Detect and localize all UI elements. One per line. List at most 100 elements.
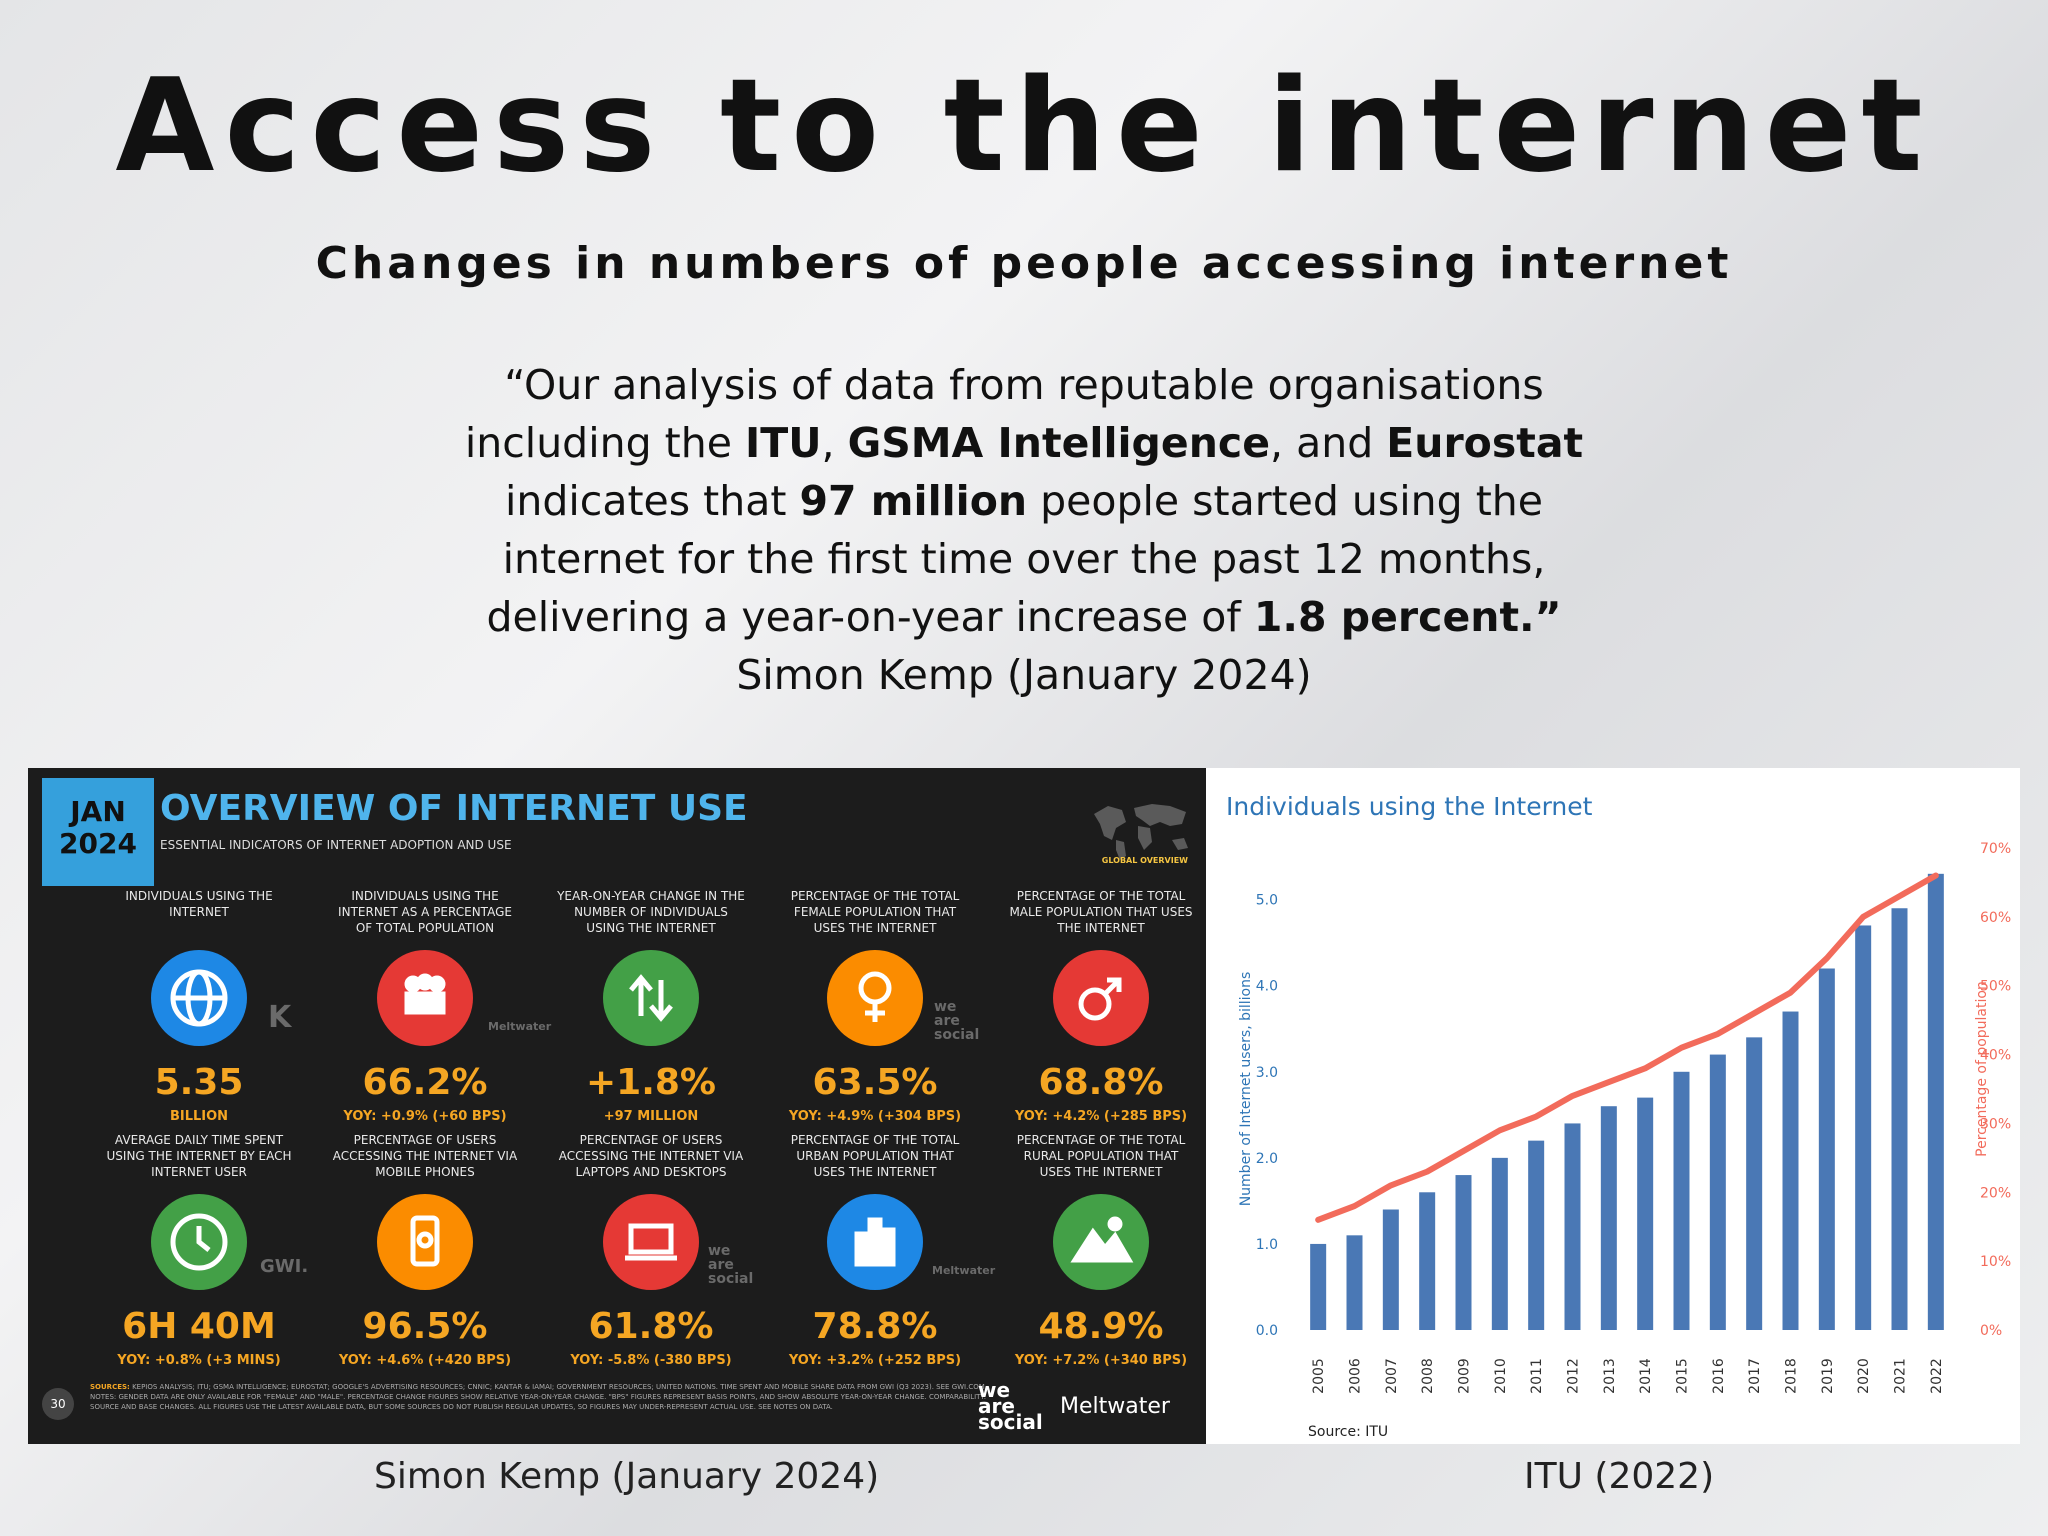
date-month: JAN — [70, 795, 126, 828]
tile-change: YOY: +4.6% (+420 BPS) — [338, 1353, 512, 1368]
tile-value: 6H 40M — [122, 1306, 276, 1347]
gwi-logo: GWI. — [260, 1256, 309, 1277]
wesocial-logo-small: we are social — [934, 999, 980, 1043]
tile-value: 48.9% — [1038, 1306, 1164, 1347]
x-tick-label: 2022 — [1929, 1358, 1945, 1394]
chart-source: Source: ITU — [1308, 1424, 1389, 1440]
date-badge: JAN 2024 — [42, 778, 154, 886]
x-tick-label: 2006 — [1348, 1358, 1364, 1394]
y-tick-label: 3.0 — [1256, 1065, 1278, 1081]
bar — [1746, 1037, 1763, 1330]
y-tick-label: 2.0 — [1256, 1151, 1278, 1167]
bar — [1491, 1157, 1508, 1330]
tile-label: PERCENTAGE OF THE TOTAL URBAN POPULATION… — [790, 1133, 960, 1179]
tile-label: INDIVIDUALS USING THE INTERNET — [125, 889, 273, 919]
quote-author: Simon Kemp (January 2024) — [736, 651, 1312, 699]
y2-axis-label: Percentage of population — [1974, 981, 1990, 1157]
tile-value: 66.2% — [362, 1062, 488, 1103]
mobile-phone-icon — [377, 1194, 473, 1290]
itu-chart-panel: Individuals using the Internet 0.0 1.0 2.0… — [1206, 768, 2020, 1444]
bar — [1818, 968, 1835, 1330]
tile-value: 5.35 — [154, 1062, 244, 1103]
clock-icon — [151, 1194, 247, 1290]
quote-line: “Our analysis of data from reputable org… — [504, 361, 1544, 409]
indicator-tile: PERCENTAGE OF USERS ACCESSING THE INTERN… — [312, 1132, 538, 1368]
x-tick-label: 2018 — [1784, 1358, 1800, 1394]
overview-infographic: JAN 2024 OVERVIEW OF INTERNET USE ESSENT… — [28, 768, 1206, 1444]
page-number: 30 — [42, 1388, 74, 1420]
tile-label: INDIVIDUALS USING THE INTERNET AS A PERC… — [338, 889, 512, 935]
slide-title: Access to the internet — [115, 52, 1933, 201]
tile-change: BILLION — [169, 1109, 229, 1124]
indicator-tile: PERCENTAGE OF THE TOTAL RURAL POPULATION… — [988, 1132, 1206, 1368]
laptop-icon — [603, 1194, 699, 1290]
y2-tick-label: 30% — [1980, 1116, 2011, 1132]
y2-tick-label: 50% — [1980, 979, 2011, 995]
x-tick-label: 2016 — [1711, 1358, 1727, 1394]
bar — [1564, 1123, 1581, 1330]
y2-tick-label: 60% — [1980, 910, 2011, 926]
global-overview-label: GLOBAL OVERVIEW — [1101, 856, 1188, 865]
quote-line: indicates that 97 million people started… — [505, 477, 1543, 525]
tile-value: 61.8% — [588, 1306, 714, 1347]
bar — [1891, 908, 1908, 1330]
sources-note: SOURCES: KEPIOS ANALYSIS; ITU; GSMA INTE… — [90, 1383, 987, 1411]
indicator-tile: PERCENTAGE OF USERS ACCESSING THE INTERN… — [538, 1132, 764, 1368]
tile-value: 63.5% — [812, 1062, 938, 1103]
y2-tick-label: 0% — [1980, 1323, 2002, 1339]
y2-tick-label: 40% — [1980, 1048, 2011, 1064]
indicator-tile: INDIVIDUALS USING THE INTERNET 5.35 BILLIO… — [86, 888, 312, 1124]
globe-icon — [151, 950, 247, 1046]
x-tick-label: 2014 — [1638, 1358, 1654, 1394]
bar — [1310, 1243, 1327, 1330]
meltwater-logo-small: Meltwater — [488, 1020, 552, 1033]
tile-change: YOY: +4.9% (+304 BPS) — [788, 1109, 962, 1124]
bar — [1346, 1235, 1363, 1330]
x-tick-label: 2020 — [1856, 1358, 1872, 1394]
tile-label: PERCENTAGE OF USERS ACCESSING THE INTERN… — [558, 1133, 744, 1179]
tile-change: YOY: +3.2% (+252 BPS) — [788, 1353, 962, 1368]
world-map-icon — [1094, 804, 1188, 860]
y-tick-label: 5.0 — [1256, 893, 1278, 909]
tile-change: YOY: -5.8% (-380 BPS) — [570, 1353, 732, 1368]
x-tick-label: 2005 — [1311, 1358, 1327, 1394]
female-icon — [827, 950, 923, 1046]
male-icon — [1053, 950, 1149, 1046]
indicator-tile: PERCENTAGE OF THE TOTAL MALE POPULATION … — [988, 888, 1206, 1124]
bar — [1673, 1071, 1690, 1330]
people-icon — [377, 950, 473, 1046]
meltwater-logo: Meltwater — [1060, 1394, 1170, 1419]
x-tick-label: 2010 — [1493, 1358, 1509, 1394]
x-tick-label: 2021 — [1893, 1358, 1909, 1394]
quote-line: delivering a year-on-year increase of 1.… — [486, 593, 1562, 641]
quote-line: internet for the first time over the pas… — [502, 535, 1546, 583]
up-down-arrows-icon — [603, 950, 699, 1046]
y2-tick-label: 20% — [1980, 1185, 2011, 1201]
tile-label: PERCENTAGE OF THE TOTAL MALE POPULATION … — [1009, 889, 1193, 935]
y2-tick-label: 70% — [1980, 841, 2011, 857]
internet-users-chart: 0.0 1.0 2.0 3.0 4.0 5.0 0% 10% 20% 30% 40% 50% 60% 70… — [1238, 841, 2011, 1394]
tile-value: 96.5% — [362, 1306, 488, 1347]
tile-value: 78.8% — [812, 1306, 938, 1347]
tile-change: YOY: +0.9% (+60 BPS) — [343, 1109, 507, 1124]
indicator-tile: PERCENTAGE OF THE TOTAL URBAN POPULATION… — [762, 1132, 988, 1368]
bar — [1927, 873, 1944, 1330]
percentage-line — [1315, 872, 1939, 1223]
wesocial-logo: we are social — [978, 1378, 1043, 1434]
caption-left: Simon Kemp (January 2024) — [374, 1456, 880, 1497]
slide-subtitle: Changes in numbers of people accessing i… — [315, 238, 1733, 289]
caption-right: ITU (2022) — [1524, 1456, 1715, 1497]
tile-label: AVERAGE DAILY TIME SPENT USING THE INTER… — [106, 1133, 292, 1179]
bar — [1782, 1011, 1799, 1330]
city-icon — [827, 1194, 923, 1290]
x-tick-label: 2008 — [1420, 1358, 1436, 1394]
quote-line: including the ITU, GSMA Intelligence, an… — [464, 419, 1584, 467]
x-tick-label: 2013 — [1602, 1358, 1618, 1394]
x-tick-label: 2009 — [1457, 1358, 1473, 1394]
mountains-icon — [1053, 1194, 1149, 1290]
tile-change: YOY: +0.8% (+3 MINS) — [117, 1353, 281, 1368]
tile-change: YOY: +4.2% (+285 BPS) — [1014, 1109, 1188, 1124]
x-tick-label: 2007 — [1384, 1358, 1400, 1394]
y-axis-label: Number of Internet users, billions — [1238, 972, 1254, 1207]
bar — [1419, 1192, 1436, 1330]
